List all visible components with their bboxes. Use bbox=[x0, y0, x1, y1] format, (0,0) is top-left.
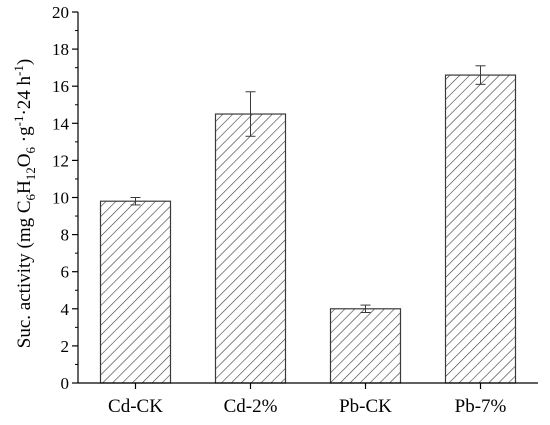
y-axis-title-part: H bbox=[14, 180, 35, 194]
x-category-label: Pb-CK bbox=[339, 396, 392, 417]
y-tick-label: 8 bbox=[61, 226, 70, 245]
ticks-layer: 0 2 4 6 8 10 12 14 16 18 20 Cd-CK Cd-2% Pb-CK Pb-7% bbox=[52, 3, 507, 417]
x-category-label: Cd-CK bbox=[108, 396, 163, 417]
bar bbox=[329, 308, 402, 384]
x-category-label: Cd-2% bbox=[224, 396, 278, 417]
y-tick-label: 6 bbox=[61, 263, 70, 282]
y-axis-title-part: ·24 h bbox=[14, 75, 35, 115]
y-axis-title: Suc. activity (mg C6H12O6 ·g-1·24 h-1) bbox=[11, 59, 38, 348]
x-category-label: Pb-7% bbox=[455, 396, 507, 417]
y-tick-label: 18 bbox=[52, 40, 69, 59]
y-axis-title-part: 6 bbox=[23, 193, 38, 200]
y-axis-title-part: ·g bbox=[14, 126, 35, 147]
y-tick-label: 16 bbox=[52, 77, 69, 96]
y-tick-label: 20 bbox=[52, 3, 69, 22]
bar bbox=[214, 113, 287, 384]
y-axis-title-part: O bbox=[14, 153, 35, 167]
y-tick-label: 12 bbox=[52, 151, 69, 170]
y-axis-title-part: ) bbox=[14, 59, 35, 65]
y-tick-label: 4 bbox=[61, 300, 70, 319]
y-axis-title-part: -1 bbox=[11, 65, 26, 76]
y-axis-title-part: -1 bbox=[11, 116, 26, 127]
y-tick-label: 14 bbox=[52, 114, 70, 133]
y-axis-title-part: 12 bbox=[23, 167, 38, 180]
bar bbox=[444, 74, 517, 384]
y-tick-label: 0 bbox=[61, 374, 70, 393]
y-tick-label: 2 bbox=[61, 337, 70, 356]
bars-layer bbox=[99, 74, 517, 384]
y-axis-title-part: Suc. activity (mg C bbox=[14, 200, 35, 348]
y-tick-label: 10 bbox=[52, 189, 69, 208]
error-bars-layer bbox=[130, 65, 486, 314]
bar bbox=[99, 200, 172, 384]
y-axis-title-part: 6 bbox=[23, 146, 38, 153]
